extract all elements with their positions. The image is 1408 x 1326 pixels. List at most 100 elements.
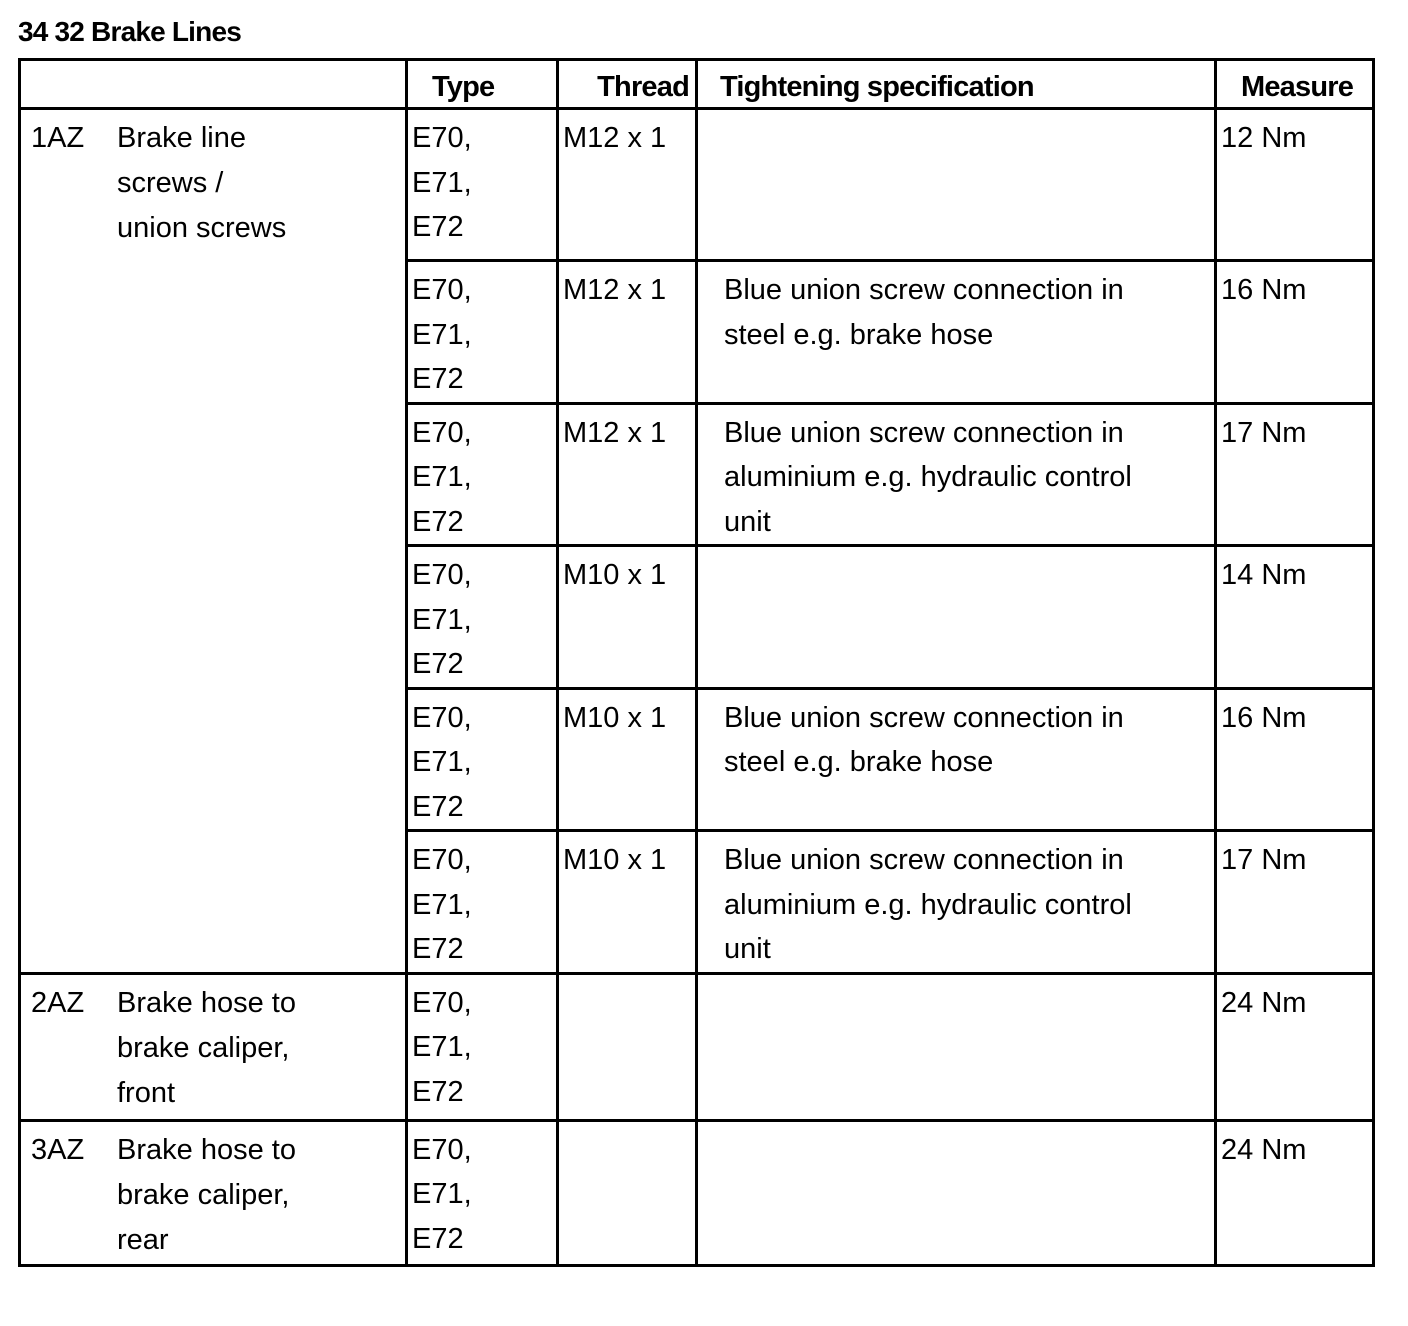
spec-cell: Blue union screw connection in steel e.g.… <box>695 686 1217 832</box>
thread-cell: M12 x 1 <box>556 259 698 405</box>
table-row: 1AZ Brake line screws / union screws E70, E7… <box>18 107 1375 975</box>
table-row: E70, E71, E72 M10 x 1 Blue union screw conne… <box>20 829 1375 975</box>
thread-value: M12 x 1 <box>563 416 667 449</box>
type-line: E71, <box>412 1178 472 1210</box>
measure-cell: 24 Nm <box>1214 971 1375 1122</box>
spec-line: Blue union screw connection in <box>724 274 1124 306</box>
type-line: E72 <box>412 505 464 538</box>
type-line: E72 <box>412 363 464 395</box>
type-line: E72 <box>412 648 464 680</box>
measure-value: 17 Nm <box>1221 844 1307 876</box>
type-line: E72 <box>412 790 464 823</box>
type-line: E71, <box>412 603 472 636</box>
measure-cell: 14 Nm <box>1214 544 1375 690</box>
thread-cell: M10 x 1 <box>556 829 698 975</box>
thread-cell: M12 x 1 <box>556 401 698 547</box>
header-thread: Thread <box>556 58 698 110</box>
type-line: E70, <box>412 122 472 154</box>
description-line: brake caliper, <box>117 1031 290 1064</box>
spec-line: Blue union screw connection in <box>724 844 1124 876</box>
type-line: E71, <box>412 746 472 778</box>
description-line: Brake line <box>117 122 246 154</box>
spec-line: unit <box>724 933 771 965</box>
spec-line: Blue union screw connection in <box>724 416 1124 449</box>
table-row: 2AZ Brake hose to brake caliper, front E70,… <box>18 971 1375 1122</box>
spec-cell <box>695 107 1217 262</box>
type-line: E70, <box>412 844 472 876</box>
spec-line: aluminium e.g. hydraulic control <box>724 888 1132 921</box>
measure-cell: 16 Nm <box>1214 686 1375 832</box>
thread-value: M10 x 1 <box>563 844 667 876</box>
thread-cell: M10 x 1 <box>556 544 698 690</box>
component-cell: 2AZ Brake hose to brake caliper, front <box>18 971 408 1122</box>
measure-cell: 16 Nm <box>1214 259 1375 405</box>
measure-value: 24 Nm <box>1221 986 1307 1019</box>
spec-cell: Blue union screw connection in aluminium … <box>695 829 1217 975</box>
description-line: screws / <box>117 167 224 199</box>
spec-cell <box>695 1118 1217 1267</box>
measure-cell: 12 Nm <box>1214 107 1375 262</box>
component-cell: 1AZ Brake line screws / union screws <box>18 107 408 975</box>
type-line: E70, <box>412 559 472 591</box>
thread-value <box>563 1123 694 1128</box>
thread-cell <box>556 971 698 1122</box>
measure-value: 16 Nm <box>1221 701 1307 734</box>
thread-cell: M12 x 1 <box>556 107 698 262</box>
type-line: E70, <box>412 1133 472 1166</box>
header-spec: Tightening specification <box>695 58 1217 110</box>
item-description: Brake hose to brake caliper, front <box>117 981 296 1116</box>
type-line: E72 <box>412 933 464 965</box>
type-line: E70, <box>412 416 472 449</box>
table-row: E70, E71, E72 M10 x 1 14 Nm <box>20 544 1375 690</box>
thread-cell <box>556 1118 698 1267</box>
type-line: E70, <box>412 274 472 306</box>
spec-line: steel e.g. brake hose <box>724 318 994 351</box>
type-cell: E70, E71, E72 <box>405 401 559 547</box>
spec-line: unit <box>724 505 771 538</box>
measure-cell: 17 Nm <box>1214 401 1375 547</box>
type-cell: E70, E71, E72 <box>405 1118 559 1267</box>
thread-value: M12 x 1 <box>563 122 667 154</box>
header-type: Type <box>405 58 559 110</box>
item-code: 2AZ <box>31 986 85 1019</box>
spec-line: steel e.g. brake hose <box>724 746 994 778</box>
item-code: 3AZ <box>31 1133 85 1166</box>
header-row: Type Thread Tightening specification Mea… <box>18 58 1375 110</box>
thread-value: M10 x 1 <box>563 559 667 591</box>
description-line: Brake hose to <box>117 1133 296 1166</box>
component-cell: 3AZ Brake hose to brake caliper, rear <box>18 1118 408 1267</box>
thread-cell: M10 x 1 <box>556 686 698 832</box>
spec-cell <box>695 971 1217 1122</box>
table-row: E70, E71, E72 M12 x 1 Blue union screw conne… <box>20 259 1375 405</box>
measure-value: 24 Nm <box>1221 1133 1307 1166</box>
spec-cell: Blue union screw connection in aluminium … <box>695 401 1217 547</box>
type-line: E72 <box>412 1222 464 1255</box>
item-description: Brake line screws / union screws <box>117 116 286 251</box>
thread-value: M12 x 1 <box>563 274 667 306</box>
type-cell: E70, E71, E72 <box>405 829 559 975</box>
type-line: E71, <box>412 888 472 921</box>
measure-cell: 24 Nm <box>1214 1118 1375 1267</box>
measure-value: 16 Nm <box>1221 274 1307 306</box>
spec-cell: Blue union screw connection in steel e.g.… <box>695 259 1217 405</box>
measure-value: 17 Nm <box>1221 416 1307 449</box>
table-row: E70, E71, E72 M10 x 1 Blue union screw conne… <box>20 686 1375 832</box>
section-title: 34 32 Brake Lines <box>18 16 242 47</box>
type-line: E72 <box>412 211 464 243</box>
measure-cell: 17 Nm <box>1214 829 1375 975</box>
description-line: Brake hose to <box>117 986 296 1019</box>
type-cell: E70, E71, E72 <box>405 971 559 1122</box>
type-cell: E70, E71, E72 <box>405 544 559 690</box>
type-cell: E70, E71, E72 <box>405 686 559 832</box>
type-line: E71, <box>412 166 472 199</box>
type-line: E70, <box>412 986 472 1019</box>
thread-value <box>563 976 694 981</box>
spec-cell <box>695 544 1217 690</box>
description-line: front <box>117 1076 176 1109</box>
header-blank <box>18 58 408 110</box>
measure-value: 14 Nm <box>1221 559 1307 591</box>
type-cell: E70, E71, E72 <box>405 107 559 262</box>
type-cell: E70, E71, E72 <box>405 259 559 405</box>
type-line: E71, <box>412 461 472 493</box>
type-line: E70, <box>412 701 472 734</box>
